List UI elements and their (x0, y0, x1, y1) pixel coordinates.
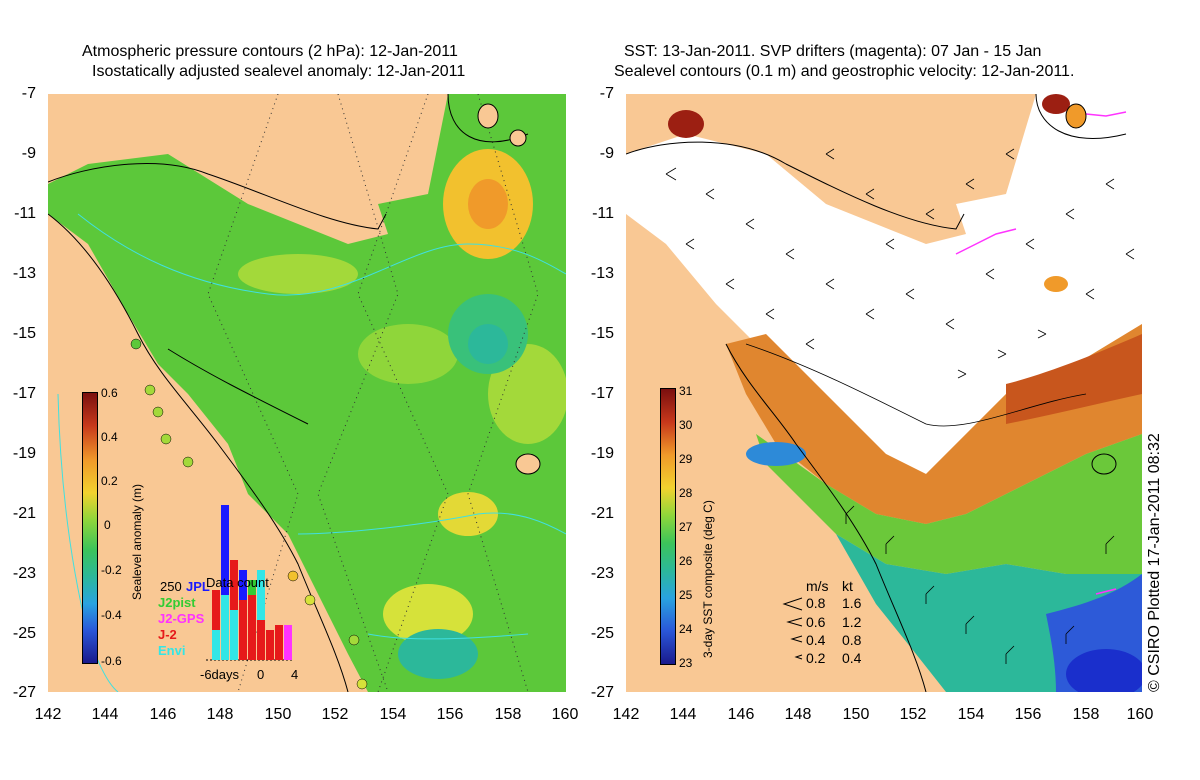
right-y-tick: -19 (590, 445, 614, 462)
left-x-tick: 150 (264, 706, 292, 723)
right-title-line1: SST: 13-Jan-2011. SVP drifters (magenta)… (624, 43, 1042, 60)
velocity-legend-ms: 0.4 (806, 632, 826, 648)
left-y-tick: -25 (12, 625, 36, 642)
sst-colorbar-tick: 31 (679, 384, 693, 398)
left-x-tick: 148 (206, 706, 234, 723)
csiro-credit: © CSIRO Plotted 17-Jan-2011 08:32 (1146, 433, 1163, 692)
right-y-tick: -7 (599, 85, 614, 102)
left-x-tick: 154 (379, 706, 407, 723)
right-y-tick: -13 (590, 265, 614, 282)
sealevel-colorbar-tick: 0.4 (101, 430, 118, 444)
velocity-legend-ms: 0.8 (806, 595, 826, 611)
left-title-line1: Atmospheric pressure contours (2 hPa): 1… (82, 43, 458, 60)
sst-colorbar-tick: 30 (679, 418, 693, 432)
right-x-tick: 156 (1014, 706, 1042, 723)
sst-colorbar-tick: 24 (679, 622, 693, 636)
right-y-tick: -11 (592, 205, 614, 222)
mission-legend-item: J-2 (158, 627, 177, 642)
velocity-legend-header-ms: m/s (806, 578, 829, 594)
right-x-tick: 148 (784, 706, 812, 723)
left-x-tick: 146 (149, 706, 177, 723)
sealevel-colorbar-tick: 0 (104, 518, 111, 532)
sealevel-colorbar-tick: -0.4 (101, 608, 122, 622)
left-y-tick: -9 (21, 145, 36, 162)
sealevel-colorbar-tick: -0.6 (101, 654, 122, 668)
left-x-tick: 160 (551, 706, 579, 723)
right-y-tick: -21 (590, 505, 614, 522)
right-x-tick: 142 (612, 706, 640, 723)
right-x-tick: 146 (727, 706, 755, 723)
left-y-tick: -7 (21, 85, 36, 102)
velocity-legend-kt: 0.8 (842, 632, 862, 648)
left-x-tick: 142 (34, 706, 62, 723)
mission-legend-item: J2-GPS (158, 611, 205, 626)
data-count-title: Data count (206, 575, 269, 590)
velocity-legend-arrows (782, 597, 803, 660)
velocity-legend-ms: 0.2 (806, 650, 826, 666)
right-x-tick: 160 (1126, 706, 1154, 723)
sst-colorbar-tick: 26 (679, 554, 693, 568)
data-count-histogram-graphic (206, 505, 294, 661)
right-y-tick: -15 (590, 325, 614, 342)
right-y-tick: -25 (590, 625, 614, 642)
left-y-tick: -19 (12, 445, 36, 462)
left-y-tick: -27 (12, 684, 36, 701)
data-count-xlabel-right: 4 (291, 667, 299, 682)
left-y-tick: -13 (12, 265, 36, 282)
right-x-tick: 158 (1072, 706, 1100, 723)
velocity-legend-kt: 0.4 (842, 650, 862, 666)
right-x-tick: 154 (957, 706, 985, 723)
sst-colorbar-tick: 23 (679, 656, 693, 670)
sst-colorbar-tick: 29 (679, 452, 693, 466)
mission-legend-item: Envi (158, 643, 186, 658)
sealevel-colorbar (82, 392, 98, 664)
velocity-legend-header-kt: kt (842, 578, 853, 594)
left-x-tick: 156 (436, 706, 464, 723)
velocity-legend-kt: 1.6 (842, 595, 862, 611)
right-title-line2: Sealevel contours (0.1 m) and geostrophi… (614, 63, 1075, 80)
data-count-xlabel-mid: 0 (257, 667, 265, 682)
left-y-tick: -11 (14, 205, 36, 222)
sst-velocity-map-graphic (626, 94, 1142, 692)
data-count-histogram (204, 500, 294, 665)
mission-legend-item: JPL (186, 579, 210, 594)
sst-colorbar (660, 388, 676, 665)
sst-colorbar-label: 3-day SST composite (deg C) (701, 500, 715, 658)
data-count-xlabel-left: -6days (200, 667, 240, 682)
velocity-legend-ms: 0.6 (806, 614, 826, 630)
right-y-tick: -9 (599, 145, 614, 162)
sealevel-anomaly-map (48, 94, 566, 692)
right-x-tick: 144 (669, 706, 697, 723)
sealevel-anomaly-map-graphic (48, 94, 566, 692)
left-y-tick: -23 (12, 565, 36, 582)
sst-colorbar-tick: 27 (679, 520, 693, 534)
left-title-line2: Isostatically adjusted sealevel anomaly:… (92, 63, 466, 80)
sealevel-colorbar-tick: 0.2 (101, 474, 118, 488)
left-y-tick: -15 (12, 325, 36, 342)
right-x-tick: 152 (899, 706, 927, 723)
sealevel-colorbar-label: Sealevel anomaly (m) (130, 483, 144, 600)
sst-colorbar-tick: 25 (679, 588, 693, 602)
mission-legend-item: J2pist (158, 595, 196, 610)
sealevel-colorbar-tick: -0.2 (101, 563, 122, 577)
velocity-legend-kt: 1.2 (842, 614, 862, 630)
sst-colorbar-tick: 28 (679, 486, 693, 500)
left-x-tick: 158 (494, 706, 522, 723)
data-count-ymax: 250 (160, 579, 182, 594)
sealevel-colorbar-tick: 0.6 (101, 386, 118, 400)
right-y-tick: -23 (590, 565, 614, 582)
right-y-tick: -17 (590, 385, 614, 402)
left-x-tick: 144 (91, 706, 119, 723)
left-y-tick: -17 (12, 385, 36, 402)
sst-velocity-map (626, 94, 1142, 692)
left-x-tick: 152 (321, 706, 349, 723)
right-y-tick: -27 (590, 684, 614, 701)
left-y-tick: -21 (12, 505, 36, 522)
right-x-tick: 150 (842, 706, 870, 723)
